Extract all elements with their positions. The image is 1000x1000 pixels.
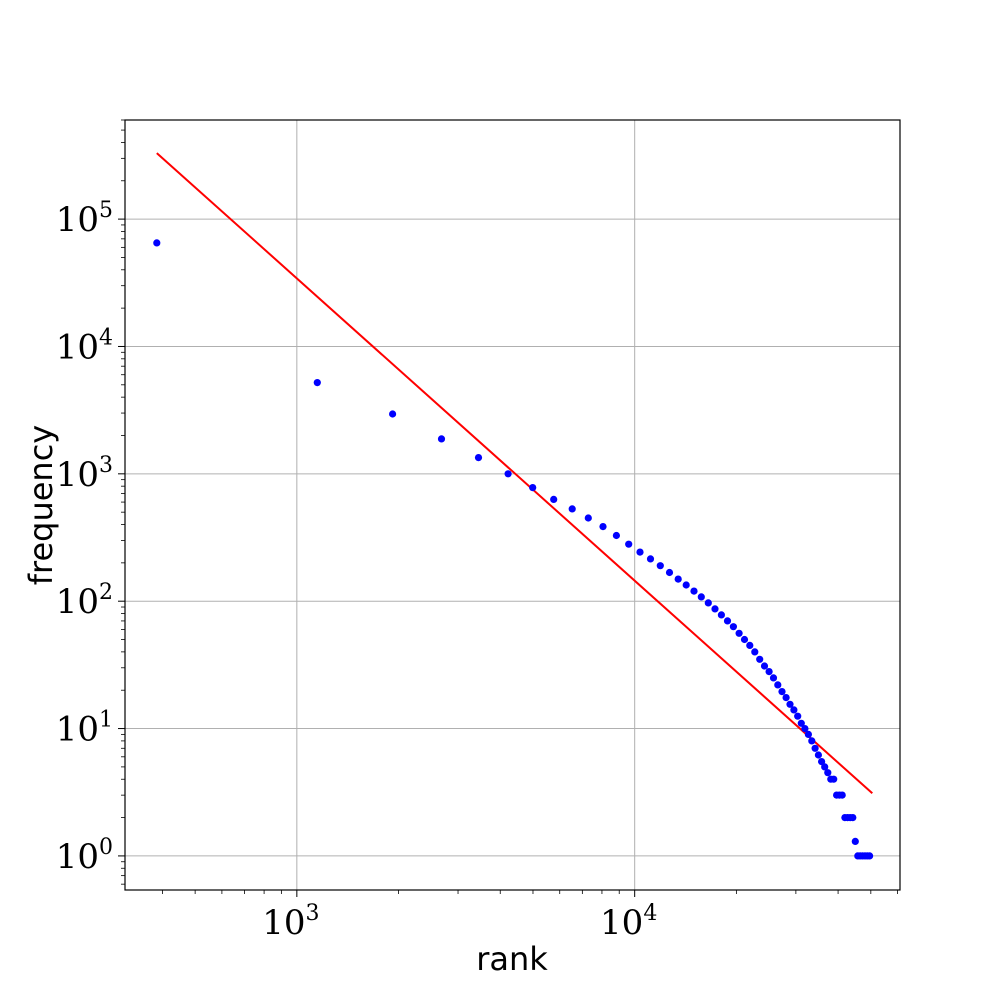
- data-point: [778, 688, 786, 696]
- y-tick-label: 104: [56, 325, 113, 367]
- data-point: [740, 635, 749, 644]
- data-point: [437, 435, 446, 443]
- data-point: [612, 531, 621, 540]
- fit-line-series: [156, 152, 873, 795]
- data-point: [665, 568, 674, 577]
- x-tick-label: 104: [600, 901, 657, 943]
- scatter-series: [153, 239, 874, 860]
- data-point: [690, 587, 698, 595]
- data-point: [550, 495, 558, 503]
- y-tick-label: 100: [56, 835, 113, 877]
- data-point: [774, 681, 782, 689]
- data-point: [794, 712, 802, 720]
- y-tick-label: 101: [56, 708, 113, 750]
- data-point: [474, 454, 483, 462]
- x-axis-title: rank: [476, 940, 548, 978]
- data-point: [504, 470, 512, 478]
- data-point: [790, 706, 798, 714]
- data-point: [313, 379, 321, 387]
- data-point: [729, 623, 738, 631]
- data-point: [769, 674, 778, 682]
- plot-area-frame: [124, 119, 901, 891]
- y-tick-label: 103: [56, 453, 113, 495]
- y-tick-label: 105: [56, 198, 113, 240]
- y-tick-label: 102: [56, 580, 113, 622]
- data-point: [646, 555, 655, 563]
- data-point: [723, 617, 732, 625]
- data-point: [782, 694, 790, 702]
- data-point: [811, 744, 819, 752]
- data-point: [830, 775, 838, 783]
- data-point: [838, 791, 846, 799]
- data-point: [804, 730, 813, 739]
- x-tick-label: 103: [262, 901, 319, 943]
- data-point: [824, 769, 832, 777]
- tick-labels: 103 104 100 101 102 103 104 105: [56, 198, 658, 943]
- data-point: [636, 548, 644, 556]
- data-point: [599, 523, 607, 531]
- data-point: [735, 629, 743, 637]
- data-point: [808, 737, 816, 745]
- data-point: [751, 648, 759, 656]
- data-point: [797, 719, 805, 727]
- y-axis-title: frequency: [22, 425, 60, 586]
- data-point: [786, 700, 794, 708]
- data-point: [704, 599, 712, 607]
- data-point: [814, 751, 823, 759]
- data-point: [656, 562, 664, 570]
- data-point: [389, 410, 397, 418]
- data-point: [818, 758, 826, 766]
- data-point: [697, 593, 705, 601]
- data-point: [821, 763, 829, 771]
- data-point: [801, 725, 809, 733]
- data-point: [674, 575, 682, 583]
- data-point: [153, 239, 161, 247]
- data-point: [746, 641, 754, 650]
- data-point: [717, 611, 726, 619]
- data-point: [625, 540, 633, 548]
- fit-line: [156, 152, 873, 795]
- data-point: [584, 514, 592, 522]
- data-point: [711, 605, 719, 613]
- data-point: [851, 837, 859, 846]
- data-point: [568, 505, 576, 513]
- minor-ticks: [121, 119, 898, 894]
- data-point: [866, 852, 874, 860]
- grid-lines: [125, 120, 900, 890]
- data-point: [756, 655, 764, 663]
- data-point: [760, 662, 769, 670]
- major-ticks: [118, 218, 636, 897]
- data-point: [529, 484, 537, 492]
- data-point: [849, 814, 857, 822]
- data-point: [765, 668, 773, 676]
- data-point: [682, 581, 690, 589]
